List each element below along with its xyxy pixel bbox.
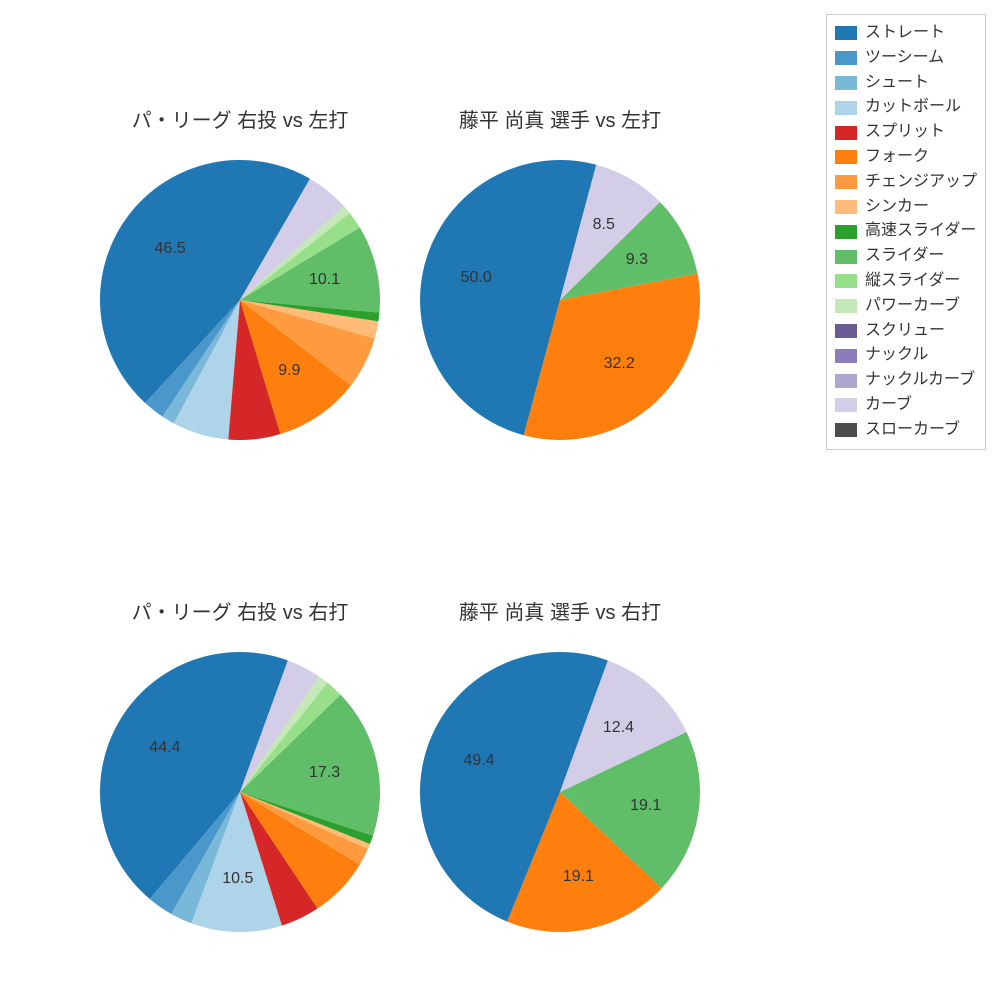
legend-item: ナックルカーブ (835, 368, 977, 393)
legend-label: 縦スライダー (865, 269, 960, 294)
legend-label: シュート (865, 71, 929, 96)
legend-item: 高速スライダー (835, 219, 977, 244)
legend-item: シンカー (835, 195, 977, 220)
pie-chart-tr: 50.0 32.2 9.3 8.5 (420, 160, 700, 440)
pie-slice-label: 10.1 (309, 271, 340, 289)
legend-label: パワーカーブ (865, 294, 960, 319)
legend-item: ナックル (835, 343, 977, 368)
legend-item: フォーク (835, 145, 977, 170)
chart-title-br: 藤平 尚真 選手 vs 右打 (400, 596, 720, 625)
legend-item: スライダー (835, 244, 977, 269)
legend-swatch (835, 51, 857, 65)
pie-slice-label: 19.1 (630, 797, 661, 815)
pie-slice-label: 49.4 (463, 752, 494, 770)
legend-label: スクリュー (865, 319, 945, 344)
legend-swatch (835, 76, 857, 90)
legend-item: スプリット (835, 120, 977, 145)
legend-item: 縦スライダー (835, 269, 977, 294)
pie-chart-bl: 44.4 10.5 17.3 (100, 652, 380, 932)
legend-swatch (835, 150, 857, 164)
legend-item: スローカーブ (835, 418, 977, 443)
legend-label: ストレート (865, 21, 945, 46)
legend-swatch (835, 101, 857, 115)
pie-slice-label: 32.2 (604, 355, 635, 373)
pie-slice-label: 17.3 (309, 764, 340, 782)
legend-swatch (835, 374, 857, 388)
legend: ストレートツーシームシュートカットボールスプリットフォークチェンジアップシンカー… (826, 14, 986, 450)
legend-item: シュート (835, 71, 977, 96)
legend-swatch (835, 398, 857, 412)
pie-slice-label: 8.5 (593, 216, 615, 234)
legend-swatch (835, 349, 857, 363)
legend-label: ナックルカーブ (865, 368, 975, 393)
pie-slice-label: 19.1 (563, 868, 594, 886)
legend-label: スローカーブ (865, 418, 960, 443)
figure: パ・リーグ 右投 vs 左打 藤平 尚真 選手 vs 左打 パ・リーグ 右投 v… (0, 0, 1000, 1000)
legend-swatch (835, 26, 857, 40)
legend-swatch (835, 324, 857, 338)
legend-label: 高速スライダー (865, 219, 976, 244)
legend-label: スライダー (865, 244, 944, 269)
pie-slice-label: 9.9 (278, 362, 300, 380)
pie-slice-label: 44.4 (149, 739, 180, 757)
legend-label: カーブ (865, 393, 912, 418)
legend-item: カーブ (835, 393, 977, 418)
pie-slice-label: 9.3 (626, 251, 648, 269)
legend-swatch (835, 299, 857, 313)
pie-slice-label: 12.4 (603, 719, 634, 737)
chart-title-tr: 藤平 尚真 選手 vs 左打 (400, 104, 720, 133)
legend-item: ストレート (835, 21, 977, 46)
legend-item: カットボール (835, 95, 977, 120)
legend-swatch (835, 250, 857, 264)
legend-label: チェンジアップ (865, 170, 977, 195)
legend-label: フォーク (865, 145, 929, 170)
legend-label: カットボール (865, 95, 961, 120)
pie-slice-label: 10.5 (222, 870, 253, 888)
legend-swatch (835, 274, 857, 288)
legend-swatch (835, 225, 857, 239)
legend-item: スクリュー (835, 319, 977, 344)
chart-title-bl: パ・リーグ 右投 vs 右打 (80, 596, 400, 625)
pie-chart-br: 49.4 19.1 19.1 12.4 (420, 652, 700, 932)
pie-slice-label: 50.0 (461, 269, 492, 287)
legend-item: ツーシーム (835, 46, 977, 71)
legend-label: シンカー (865, 195, 929, 220)
legend-label: ナックル (865, 343, 929, 368)
legend-swatch (835, 175, 857, 189)
legend-label: ツーシーム (865, 46, 944, 71)
legend-label: スプリット (865, 120, 945, 145)
legend-swatch (835, 126, 857, 140)
legend-item: パワーカーブ (835, 294, 977, 319)
pie-chart-tl: 46.5 9.9 10.1 (100, 160, 380, 440)
legend-swatch (835, 423, 857, 437)
chart-title-tl: パ・リーグ 右投 vs 左打 (80, 104, 400, 133)
legend-swatch (835, 200, 857, 214)
legend-item: チェンジアップ (835, 170, 977, 195)
pie-slice-label: 46.5 (154, 240, 185, 258)
